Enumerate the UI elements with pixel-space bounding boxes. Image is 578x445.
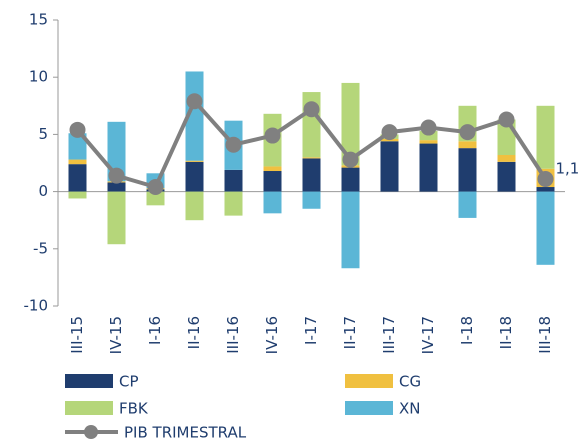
bar-segment <box>107 182 126 192</box>
x-tick-label: III-18 <box>536 316 554 354</box>
bar-segment <box>263 191 282 214</box>
bar-segment <box>302 158 321 192</box>
bar-segment <box>341 167 360 192</box>
x-tick-label: I-17 <box>302 316 320 345</box>
bar-segment <box>380 138 399 142</box>
x-tick-label: II-16 <box>185 316 203 349</box>
line-marker <box>225 136 242 153</box>
line-marker <box>186 93 203 110</box>
bar-segment <box>68 133 87 160</box>
bar-segment <box>263 166 282 172</box>
line-marker <box>459 124 476 141</box>
legend-swatch <box>345 401 393 415</box>
bar-segment <box>224 169 243 192</box>
data-label: 1,1 <box>556 160 578 178</box>
line-marker <box>537 171 554 188</box>
bar-segment <box>107 191 126 245</box>
bar-segment <box>68 191 87 199</box>
bar-segment <box>263 171 282 192</box>
bar-segment <box>419 130 438 141</box>
x-tick-label: I-18 <box>458 316 476 345</box>
line-marker <box>108 167 125 184</box>
bar-segment <box>341 191 360 269</box>
bar-segment <box>380 141 399 192</box>
x-tick-label: III-16 <box>224 316 242 354</box>
y-tick-label: -10 <box>24 297 49 315</box>
legend-label: PIB TRIMESTRAL <box>124 424 247 442</box>
bar-segment <box>185 71 204 161</box>
bar-segment <box>107 121 126 182</box>
legend-label: XN <box>399 400 421 418</box>
bar-segment <box>497 161 516 192</box>
line-marker <box>147 179 164 196</box>
y-tick-label: -5 <box>33 239 48 257</box>
line-marker <box>381 124 398 141</box>
x-tick-label: I-16 <box>146 316 164 345</box>
y-tick-label: 10 <box>29 68 48 86</box>
line-marker <box>69 121 86 138</box>
bar-segment <box>419 140 438 144</box>
bar-segment <box>536 191 555 265</box>
bar-segment <box>224 191 243 216</box>
x-tick-label: IV-15 <box>107 316 125 354</box>
line-marker <box>498 111 515 128</box>
line-marker <box>420 119 437 136</box>
y-tick-label: 0 <box>38 182 48 200</box>
bar-segment <box>146 191 165 206</box>
y-tick-label: 15 <box>29 11 48 29</box>
bar-segment <box>458 148 477 192</box>
bar-segment <box>458 191 477 218</box>
line-marker <box>303 101 320 118</box>
x-tick-label: IV-17 <box>419 316 437 354</box>
bar-segment <box>185 160 204 162</box>
bar-segment <box>419 143 438 192</box>
bar-segment <box>302 191 321 209</box>
bar-segment <box>185 191 204 221</box>
bar-segment <box>68 164 87 192</box>
legend-label: CP <box>119 373 139 391</box>
line-marker <box>342 151 359 168</box>
x-tick-label: II-17 <box>341 316 359 349</box>
bar-segment <box>68 159 87 165</box>
bar-segment <box>185 161 204 192</box>
legend-label: CG <box>399 373 421 391</box>
bar-segment <box>536 187 555 192</box>
bar-segment <box>302 157 321 159</box>
bar-segment <box>341 82 360 166</box>
bar-segment <box>497 154 516 162</box>
legend-swatch <box>345 374 393 388</box>
legend-swatch <box>65 401 113 415</box>
legend-label: FBK <box>119 400 149 418</box>
x-tick-label: II-18 <box>497 316 515 349</box>
x-tick-label: IV-16 <box>263 316 281 354</box>
bar-segment <box>536 105 555 169</box>
y-tick-label: 5 <box>38 125 48 143</box>
x-tick-label: III-17 <box>380 316 398 354</box>
legend-swatch <box>65 374 113 388</box>
legend-marker <box>84 425 98 439</box>
x-tick-label: III-15 <box>68 316 86 354</box>
bar-segment <box>458 141 477 149</box>
line-marker <box>264 127 281 144</box>
